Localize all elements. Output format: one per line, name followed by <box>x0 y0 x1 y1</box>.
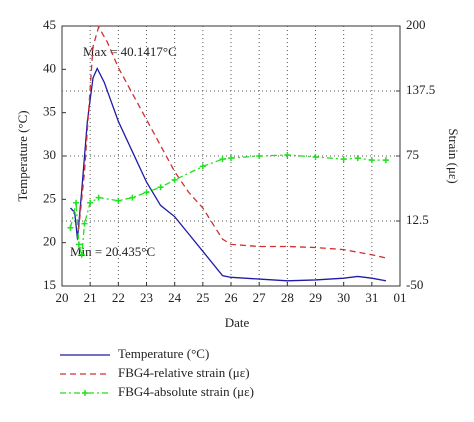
x-tick-label: 29 <box>309 290 322 305</box>
x-tick-label: 31 <box>365 290 378 305</box>
marker <box>219 156 226 163</box>
y2-tick-label: 200 <box>406 17 426 32</box>
marker <box>67 224 74 231</box>
marker <box>115 197 122 204</box>
x-tick-label: 24 <box>168 290 182 305</box>
marker <box>78 251 85 258</box>
marker <box>143 189 150 196</box>
annotation: Max = 40.1417°C <box>83 44 177 59</box>
marker <box>256 153 263 159</box>
marker <box>199 163 206 170</box>
y-tick-label: 25 <box>43 190 56 205</box>
x-tick-label: 27 <box>253 290 267 305</box>
x-tick-label: 22 <box>112 290 125 305</box>
marker <box>312 154 319 161</box>
marker <box>95 194 102 201</box>
marker <box>368 157 375 164</box>
annotation: Min = 20.435°C <box>70 244 155 259</box>
legend-label: Temperature (°C) <box>118 346 209 361</box>
y-tick-label: 20 <box>43 234 56 249</box>
marker <box>228 155 234 162</box>
marker <box>81 220 88 227</box>
marker <box>129 194 136 201</box>
y-tick-label: 30 <box>43 147 56 162</box>
series-line <box>76 25 387 259</box>
x-axis-label: Date <box>225 315 250 330</box>
marker <box>157 184 164 191</box>
marker <box>284 151 291 158</box>
y2-tick-label: 75 <box>406 147 419 162</box>
marker <box>73 199 80 206</box>
x-tick-label: 28 <box>281 290 294 305</box>
x-tick-label: 01 <box>394 290 407 305</box>
y2-tick-label: 12.5 <box>406 212 429 227</box>
marker <box>171 176 178 183</box>
marker <box>382 157 389 164</box>
marker <box>87 199 94 206</box>
y-axis-label: Temperature (°C) <box>15 110 30 201</box>
legend-label: FBG4-absolute strain (με) <box>118 384 254 399</box>
legend-label: FBG4-relative strain (με) <box>118 365 250 380</box>
x-tick-label: 30 <box>337 290 350 305</box>
marker <box>75 241 82 248</box>
y-tick-label: 35 <box>43 104 56 119</box>
legend-marker <box>82 390 88 396</box>
x-tick-label: 20 <box>56 290 69 305</box>
y2-tick-label: -50 <box>406 277 423 292</box>
x-tick-label: 21 <box>84 290 97 305</box>
marker <box>340 156 347 163</box>
y-tick-label: 15 <box>43 277 56 292</box>
y2-axis-label: Strain (με) <box>446 128 461 183</box>
y-tick-label: 40 <box>43 60 56 75</box>
y-tick-label: 45 <box>43 17 56 32</box>
x-tick-label: 25 <box>196 290 209 305</box>
y2-tick-label: 137.5 <box>406 82 435 97</box>
series-line <box>69 154 386 255</box>
series-line <box>69 66 387 282</box>
x-tick-label: 26 <box>225 290 239 305</box>
x-tick-label: 23 <box>140 290 153 305</box>
marker <box>354 155 361 162</box>
